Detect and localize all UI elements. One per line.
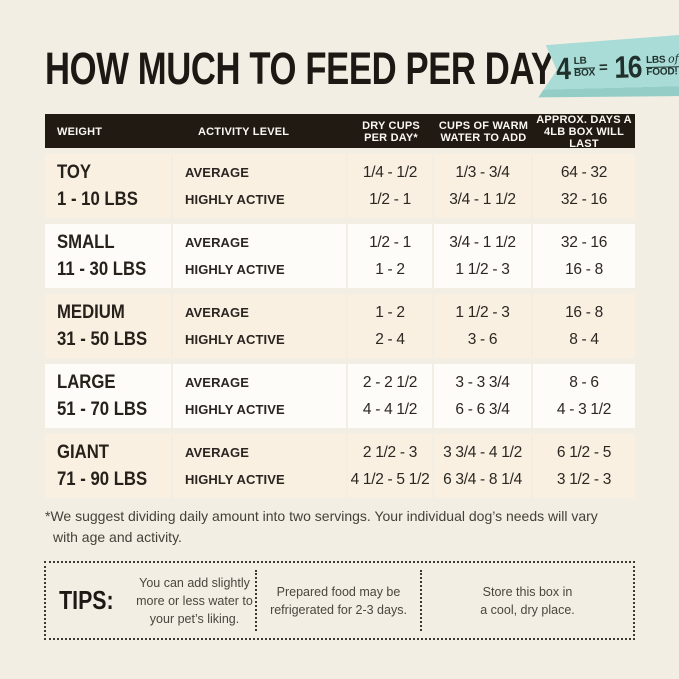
table-row-toy: TOY 1 - 10 LBS AVERAGE HIGHLY ACTIVE 1/4… [45, 154, 635, 218]
equals-sign: = [598, 58, 608, 76]
tips-label: TIPS: [59, 585, 114, 615]
water-cell: 1 1/2 - 3 3 - 6 [434, 294, 531, 358]
weight-range: 1 - 10 LBS [57, 189, 138, 210]
activity-cell: AVERAGE HIGHLY ACTIVE [173, 434, 346, 498]
dry-cups-cell: 1/2 - 1 1 - 2 [348, 224, 432, 288]
weight-size: GIANT [57, 442, 110, 463]
activity-cell: AVERAGE HIGHLY ACTIVE [173, 154, 346, 218]
feeding-table: WEIGHT ACTIVITY LEVEL DRY CUPS PER DAY* … [45, 114, 635, 498]
header-activity-level: ACTIVITY LEVEL [198, 126, 290, 138]
weight-size: LARGE [57, 372, 116, 393]
tips-divider [255, 570, 257, 631]
script-of: of [667, 51, 679, 65]
table-header-row: WEIGHT ACTIVITY LEVEL DRY CUPS PER DAY* … [45, 114, 635, 150]
water-cell: 1/3 - 3/4 3/4 - 1 1/2 [434, 154, 531, 218]
water-cell: 3 - 3 3/4 6 - 6 3/4 [434, 364, 531, 428]
activity-cell: AVERAGE HIGHLY ACTIVE [173, 294, 346, 358]
food-quantity: 16 [613, 48, 642, 85]
days-cell: 6 1/2 - 5 3 1/2 - 3 [533, 434, 635, 498]
weight-cell: SMALL 11 - 30 LBS [45, 224, 171, 288]
weight-range: 31 - 50 LBS [57, 329, 148, 350]
header-weight: WEIGHT [57, 126, 103, 138]
activity-cell: AVERAGE HIGHLY ACTIVE [173, 364, 346, 428]
days-cell: 32 - 16 16 - 8 [533, 224, 635, 288]
header-dry-cups: DRY CUPS PER DAY* [362, 120, 420, 144]
box-quantity: 4 [555, 50, 571, 86]
weight-size: SMALL [57, 232, 115, 253]
days-cell: 64 - 32 32 - 16 [533, 154, 635, 218]
days-cell: 16 - 8 8 - 4 [533, 294, 635, 358]
water-cell: 3 3/4 - 4 1/2 6 3/4 - 8 1/4 [434, 434, 531, 498]
header-days-box-lasts: APPROX. DAYS A 4LB BOX WILL LAST [536, 114, 632, 150]
weight-range: 71 - 90 LBS [57, 469, 148, 490]
serving-footnote: *We suggest dividing daily amount into t… [45, 508, 598, 545]
weight-cell: GIANT 71 - 90 LBS [45, 434, 171, 498]
header-warm-water: CUPS OF WARM WATER TO ADD [438, 120, 529, 144]
table-row-large: LARGE 51 - 70 LBS AVERAGE HIGHLY ACTIVE … [45, 364, 635, 428]
tips-divider [420, 570, 422, 631]
weight-range: 11 - 30 LBS [57, 259, 147, 280]
water-cell: 3/4 - 1 1/2 1 1/2 - 3 [434, 224, 531, 288]
ribbon-content: 4 LB BOX = 16 LBS of FOOD! [555, 50, 679, 84]
activity-cell: AVERAGE HIGHLY ACTIVE [173, 224, 346, 288]
box-equals-food-ribbon: 4 LB BOX = 16 LBS of FOOD! [535, 34, 679, 100]
table-row-medium: MEDIUM 31 - 50 LBS AVERAGE HIGHLY ACTIVE… [45, 294, 635, 358]
food-unit-fraction: LBS of FOOD! [645, 51, 679, 78]
page-title: HOW MUCH TO FEED PER DAY [45, 43, 554, 94]
dry-cups-cell: 1/4 - 1/2 1/2 - 1 [348, 154, 432, 218]
table-row-giant: GIANT 71 - 90 LBS AVERAGE HIGHLY ACTIVE … [45, 434, 635, 498]
tip-water-adjust: You can add slightly more or less water … [136, 575, 253, 626]
weight-cell: MEDIUM 31 - 50 LBS [45, 294, 171, 358]
weight-cell: LARGE 51 - 70 LBS [45, 364, 171, 428]
tip-storage: Store this box in a cool, dry place. [480, 584, 575, 617]
weight-size: TOY [57, 162, 92, 183]
weight-size: MEDIUM [57, 302, 125, 323]
table-row-small: SMALL 11 - 30 LBS AVERAGE HIGHLY ACTIVE … [45, 224, 635, 288]
dry-cups-cell: 2 - 2 1/2 4 - 4 1/2 [348, 364, 432, 428]
weight-range: 51 - 70 LBS [57, 399, 148, 420]
dry-cups-cell: 2 1/2 - 3 4 1/2 - 5 1/2 [348, 434, 432, 498]
tip-refrigerate: Prepared food may be refrigerated for 2-… [270, 584, 407, 617]
dry-cups-cell: 1 - 2 2 - 4 [348, 294, 432, 358]
tips-box: TIPS: You can add slightly more or less … [44, 561, 635, 640]
box-unit-fraction: LB BOX [573, 55, 596, 79]
days-cell: 8 - 6 4 - 3 1/2 [533, 364, 635, 428]
weight-cell: TOY 1 - 10 LBS [45, 154, 171, 218]
